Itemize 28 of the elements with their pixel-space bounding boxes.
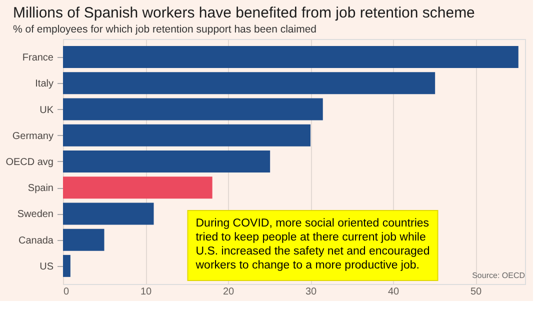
x-tick-label: 40: [388, 286, 400, 298]
annotation: Source: OECD: [472, 271, 526, 280]
bar: [63, 202, 154, 225]
bar: [63, 98, 323, 120]
chart-title: Millions of Spanish workers have benefited from job retention scheme: [13, 4, 475, 22]
y-tick-label: UK: [40, 104, 54, 116]
x-tick-label: 50: [470, 286, 482, 298]
bar: [63, 150, 270, 172]
x-tick-label: 20: [222, 286, 234, 298]
y-tick-label: France: [22, 52, 54, 64]
bar: [63, 254, 70, 277]
x-tick-label: 30: [305, 286, 317, 298]
y-tick-label: OECD avg: [6, 157, 54, 168]
y-tick-label: Spain: [28, 183, 54, 194]
annotation: During COVID, more social oriented countries tried to keep people at there current job while U.S. increased the safety net and encouraged workers to change to a more productive job.: [194, 218, 430, 272]
y-tick-label: US: [40, 261, 54, 272]
bar: [63, 124, 310, 146]
y-tick-label: Germany: [12, 130, 54, 142]
bar: [63, 176, 212, 199]
chart-subtitle: % of employees for which job retention support has been claimed: [13, 24, 317, 36]
x-tick-label: 10: [140, 286, 152, 298]
y-tick-label: Canada: [18, 235, 54, 246]
bar: [63, 72, 436, 94]
bar: [63, 46, 518, 68]
y-tick-label: Italy: [35, 78, 54, 90]
x-tick-label: 0: [64, 286, 70, 298]
y-tick-label: Sweden: [17, 209, 54, 220]
bar: [63, 228, 104, 251]
